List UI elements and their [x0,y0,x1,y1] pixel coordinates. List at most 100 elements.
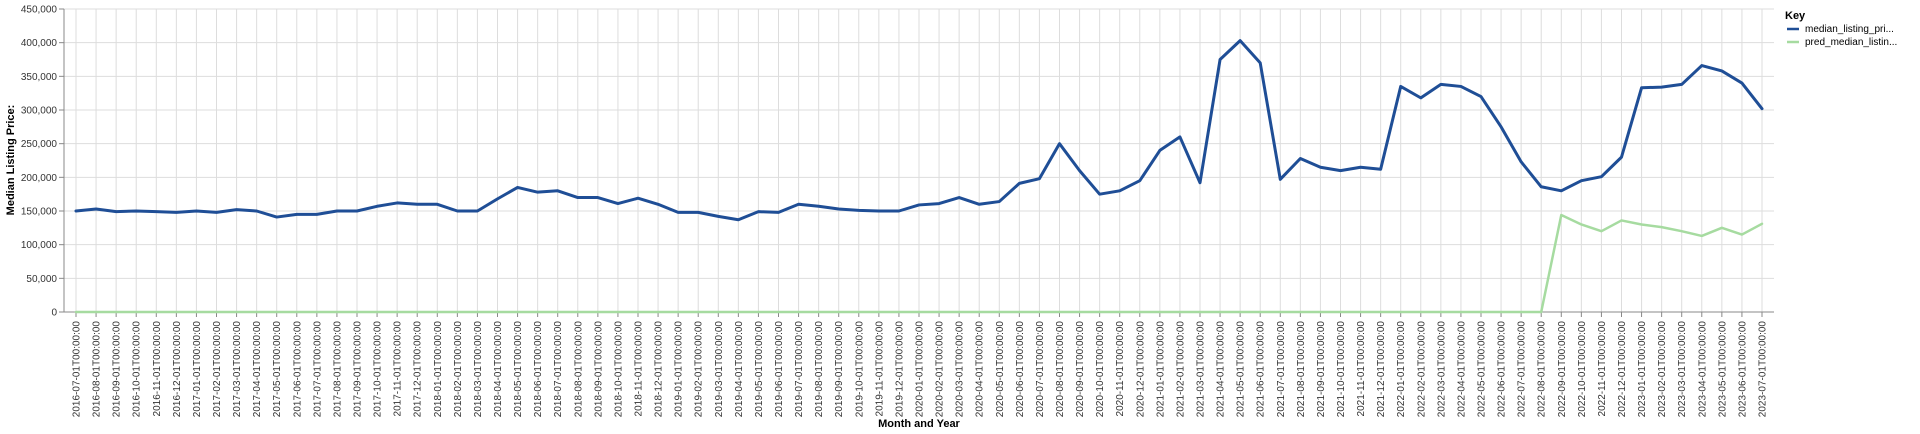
y-tick-label: 250,000 [21,139,58,150]
x-tick-label: 2022-01-01T00:00:00 [1396,321,1407,418]
x-tick-label: 2018-08-01T00:00:00 [573,321,584,418]
x-tick-label: 2019-12-01T00:00:00 [894,321,905,418]
x-tick-label: 2017-07-01T00:00:00 [312,321,323,418]
x-tick-label: 2023-05-01T00:00:00 [1717,321,1728,418]
x-tick-label: 2017-08-01T00:00:00 [332,321,343,418]
x-tick-label: 2017-02-01T00:00:00 [212,321,223,418]
x-tick-label: 2021-12-01T00:00:00 [1376,321,1387,418]
x-tick-label: 2020-03-01T00:00:00 [955,321,966,418]
x-tick-label: 2018-09-01T00:00:00 [593,321,604,418]
y-tick-label: 150,000 [21,207,58,218]
x-tick-label: 2019-04-01T00:00:00 [734,321,745,418]
legend: Key median_listing_pri... pred_median_lis… [1785,10,1897,48]
x-tick-label: 2021-09-01T00:00:00 [1316,321,1327,418]
x-tick-label: 2022-06-01T00:00:00 [1497,321,1508,418]
x-tick-label: 2023-01-01T00:00:00 [1637,321,1648,418]
x-tick-label: 2023-07-01T00:00:00 [1758,321,1769,418]
y-tick-label: 400,000 [21,38,58,49]
x-tick-label: 2020-11-01T00:00:00 [1115,321,1126,417]
x-tick-label: 2019-11-01T00:00:00 [874,321,885,417]
y-axis-title: Median Listing Price: [5,105,17,216]
x-tick-label: 2020-09-01T00:00:00 [1075,321,1086,418]
series-line-1 [74,39,1764,222]
x-tick-label: 2021-07-01T00:00:00 [1276,321,1287,418]
x-tick-label: 2021-03-01T00:00:00 [1196,321,1207,418]
x-axis-title: Month and Year [878,418,960,430]
x-tick-label: 2022-07-01T00:00:00 [1517,321,1528,418]
x-tick-label: 2016-09-01T00:00:00 [112,321,123,418]
x-tick-label: 2018-05-01T00:00:00 [513,321,524,418]
series-lines [74,39,1764,314]
x-tick-label: 2019-07-01T00:00:00 [794,321,805,418]
x-tick-label: 2019-01-01T00:00:00 [674,321,685,418]
legend-items: median_listing_pri... pred_median_listin.… [1787,24,1897,48]
x-tick-label: 2022-05-01T00:00:00 [1477,321,1488,418]
x-tick-labels: 2016-07-01T00:00:00 2016-08-01T00:00:00 20… [72,321,1769,418]
x-tick-label: 2020-08-01T00:00:00 [1055,321,1066,418]
x-tick-label: 2020-12-01T00:00:00 [1135,321,1146,418]
x-tick-label: 2022-08-01T00:00:00 [1537,321,1548,418]
x-tick-label: 2018-10-01T00:00:00 [613,321,624,418]
x-tick-label: 2017-09-01T00:00:00 [353,321,364,418]
x-tick-label: 2017-10-01T00:00:00 [373,321,384,418]
x-tick-label: 2019-10-01T00:00:00 [854,321,865,418]
x-tick-label: 2023-02-01T00:00:00 [1657,321,1668,418]
x-tick-label: 2017-03-01T00:00:00 [232,321,243,418]
x-tick-label: 2018-12-01T00:00:00 [654,321,665,418]
x-tick-label: 2020-10-01T00:00:00 [1095,321,1106,418]
x-tick-label: 2019-06-01T00:00:00 [774,321,785,418]
x-tick-label: 2017-01-01T00:00:00 [192,321,203,418]
x-tick-label: 2018-07-01T00:00:00 [553,321,564,418]
x-tick-label: 2021-08-01T00:00:00 [1296,321,1307,418]
x-tick-label: 2016-08-01T00:00:00 [92,321,103,418]
y-tick-label: 350,000 [21,72,58,83]
y-tick-label: 450,000 [21,5,58,16]
x-tick-label: 2023-06-01T00:00:00 [1737,321,1748,418]
x-tick-label: 2017-12-01T00:00:00 [413,321,424,418]
x-tick-label: 2021-01-01T00:00:00 [1155,321,1166,418]
y-tick-label: 0 [51,308,57,319]
x-tick-label: 2021-05-01T00:00:00 [1236,321,1247,418]
y-tick-label: 100,000 [21,240,58,251]
x-tick-label: 2016-10-01T00:00:00 [132,321,143,418]
x-tick-label: 2020-01-01T00:00:00 [915,321,926,418]
x-tick-label: 2017-06-01T00:00:00 [292,321,303,418]
y-tick-labels: 0 50,000 100,000 150,000 200,000 250,000 300,0… [21,5,58,319]
y-tick-label: 300,000 [21,106,58,117]
x-tick-label: 2022-02-01T00:00:00 [1416,321,1427,418]
x-tick-label: 2018-06-01T00:00:00 [533,321,544,418]
x-tick-label: 2019-02-01T00:00:00 [694,321,705,418]
x-tick-label: 2021-11-01T00:00:00 [1356,321,1367,417]
series-line-2 [74,213,1764,314]
y-tick-label: 50,000 [26,274,57,285]
x-tick-label: 2019-05-01T00:00:00 [754,321,765,418]
x-tick-label: 2018-02-01T00:00:00 [453,321,464,418]
x-tick-label: 2020-07-01T00:00:00 [1035,321,1046,418]
x-tick-label: 2016-11-01T00:00:00 [152,321,163,417]
x-tick-label: 2021-02-01T00:00:00 [1175,321,1186,418]
legend-title: Key [1785,10,1806,22]
x-tick-label: 2022-04-01T00:00:00 [1456,321,1467,418]
x-tick-label: 2018-04-01T00:00:00 [493,321,504,418]
legend-label: pred_median_listin... [1805,37,1897,48]
gridlines [64,8,1774,313]
x-tick-label: 2019-03-01T00:00:00 [714,321,725,418]
x-tick-label: 2017-04-01T00:00:00 [252,321,263,418]
x-tick-label: 2022-11-01T00:00:00 [1597,321,1608,417]
axes [59,8,1774,317]
x-tick-label: 2023-03-01T00:00:00 [1677,321,1688,418]
x-tick-label: 2016-12-01T00:00:00 [172,321,183,418]
x-tick-label: 2021-06-01T00:00:00 [1256,321,1267,418]
x-tick-label: 2019-08-01T00:00:00 [814,321,825,418]
x-tick-label: 2020-05-01T00:00:00 [995,321,1006,418]
x-tick-label: 2018-11-01T00:00:00 [634,321,645,417]
x-tick-label: 2021-10-01T00:00:00 [1336,321,1347,418]
x-tick-label: 2020-02-01T00:00:00 [935,321,946,418]
x-tick-label: 2022-12-01T00:00:00 [1617,321,1628,418]
x-tick-label: 2022-03-01T00:00:00 [1436,321,1447,418]
x-tick-label: 2023-04-01T00:00:00 [1697,321,1708,418]
x-tick-label: 2016-07-01T00:00:00 [72,321,83,418]
x-tick-label: 2017-05-01T00:00:00 [272,321,283,418]
y-tick-label: 200,000 [21,173,58,184]
